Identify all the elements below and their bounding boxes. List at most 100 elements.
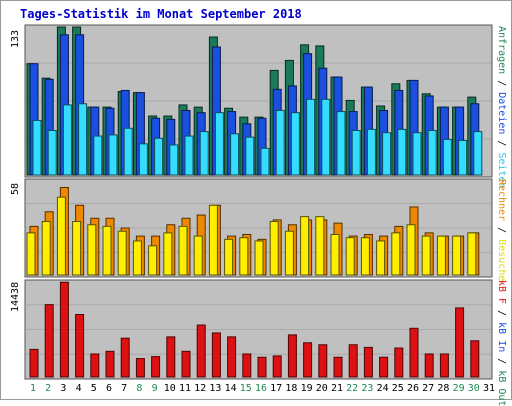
bar-hits-seiten-day-7: [123, 127, 133, 176]
day-label-17: 17: [270, 383, 283, 394]
bar-visits-besuche-day-23: [360, 237, 370, 276]
bar-hits-seiten-day-4: [78, 103, 88, 176]
y-max-label-visits: 58: [10, 182, 21, 195]
bar-visits-besuche-day-1: [26, 232, 36, 276]
bar-hits-seiten-day-10: [169, 144, 179, 176]
bar-kb-kb-f-day-20: [318, 344, 328, 378]
day-label-3: 3: [60, 383, 67, 394]
legend-part: kB In: [496, 322, 507, 353]
day-label-1: 1: [29, 383, 37, 394]
bar-hits-seiten-day-24: [382, 132, 392, 176]
bar-visits-besuche-day-21: [330, 233, 340, 276]
chart-title: Tages-Statistik im Monat September 2018: [20, 7, 302, 21]
day-label-27: 27: [422, 383, 435, 394]
day-label-14: 14: [224, 383, 237, 394]
bar-kb-kb-f-day-12: [196, 324, 206, 378]
bar-visits-besuche-day-8: [132, 240, 142, 276]
day-label-13: 13: [209, 383, 222, 394]
bar-kb-kb-f-day-1: [29, 348, 39, 378]
legend-part: Rechner: [496, 179, 507, 222]
bar-hits-seiten-day-14: [230, 133, 240, 176]
bar-kb-kb-f-day-27: [424, 353, 434, 378]
day-label-26: 26: [406, 383, 420, 394]
bar-hits-seiten-day-22: [351, 129, 361, 176]
bar-kb-kb-f-day-2: [44, 304, 54, 378]
bar-hits-seiten-day-18: [290, 112, 300, 176]
bar-kb-kb-f-day-25: [394, 347, 404, 378]
legend-part: Anfragen: [496, 26, 507, 75]
bar-kb-kb-f-day-29: [455, 307, 465, 378]
day-label-19: 19: [300, 383, 313, 394]
bar-kb-kb-f-day-23: [363, 346, 373, 378]
bar-hits-seiten-day-13: [214, 112, 224, 176]
bar-visits-besuche-day-27: [421, 235, 431, 276]
bar-kb-kb-f-day-13: [211, 332, 221, 378]
legend-part: kB Out: [496, 370, 507, 406]
bar-visits-besuche-day-18: [284, 230, 294, 276]
day-label-29: 29: [452, 383, 465, 394]
bar-hits-seiten-day-19: [306, 98, 316, 176]
bar-hits-seiten-day-2: [47, 129, 57, 176]
bar-kb-kb-f-day-6: [105, 350, 115, 378]
bar-kb-kb-f-day-4: [75, 313, 85, 378]
legend-rechner-besuche: Rechner / Besuche: [496, 179, 507, 281]
legend-anfragen-dateien-seiten: Anfragen / Dateien / Seiten: [496, 26, 507, 189]
bar-visits-besuche-day-5: [87, 224, 97, 276]
bar-visits-besuche-day-13: [208, 204, 218, 276]
bar-kb-kb-f-day-28: [439, 353, 449, 378]
bar-hits-seiten-day-8: [138, 143, 148, 176]
day-label-18: 18: [285, 383, 298, 394]
day-label-4: 4: [75, 383, 82, 394]
bar-visits-besuche-day-9: [148, 245, 158, 276]
bar-kb-kb-f-day-7: [120, 337, 130, 378]
bar-kb-kb-f-day-24: [379, 356, 389, 378]
bar-visits-besuche-day-26: [406, 224, 416, 276]
bar-hits-seiten-day-30: [473, 131, 483, 176]
day-label-10: 10: [163, 383, 176, 394]
legend-part: /: [496, 304, 507, 323]
bar-kb-kb-f-day-5: [90, 353, 100, 378]
bar-hits-seiten-day-16: [260, 147, 270, 176]
bar-kb-kb-f-day-10: [166, 336, 176, 378]
bar-visits-besuche-day-16: [254, 240, 264, 276]
bar-visits-besuche-day-7: [117, 230, 127, 276]
bar-kb-kb-f-day-22: [348, 344, 358, 378]
bar-visits-besuche-day-10: [163, 232, 173, 276]
bar-visits-besuche-day-25: [391, 232, 401, 276]
bar-hits-seiten-day-23: [366, 128, 376, 176]
bar-hits-seiten-day-27: [427, 129, 437, 176]
day-label-7: 7: [121, 383, 128, 394]
y-max-label-hits: 133: [10, 29, 21, 48]
legend-kb-f-in-out: kB F / kB In / kB Out: [496, 280, 507, 406]
bar-visits-besuche-day-4: [72, 221, 82, 276]
bar-hits-seiten-day-17: [275, 109, 285, 176]
bar-hits-seiten-day-21: [336, 111, 346, 176]
bar-kb-kb-f-day-21: [333, 356, 343, 378]
bar-kb-kb-f-day-26: [409, 327, 419, 378]
bar-kb-kb-f-day-16: [257, 356, 267, 378]
y-max-label-kb: 14438: [10, 281, 21, 312]
bar-hits-seiten-day-11: [184, 135, 194, 176]
bar-hits-seiten-day-26: [412, 132, 422, 176]
bar-kb-kb-f-day-15: [242, 353, 252, 378]
legend-part: /: [496, 74, 507, 93]
day-label-2: 2: [45, 383, 52, 394]
bar-visits-besuche-day-24: [376, 240, 386, 276]
bar-visits-besuche-day-29: [452, 235, 462, 276]
bar-visits-besuche-day-2: [41, 221, 51, 276]
day-label-25: 25: [391, 383, 404, 394]
day-label-15: 15: [239, 383, 252, 394]
bar-visits-besuche-day-20: [315, 216, 325, 276]
day-label-21: 21: [330, 383, 344, 394]
bar-kb-kb-f-day-11: [181, 350, 191, 378]
legend-part: /: [496, 221, 507, 240]
day-label-24: 24: [376, 383, 389, 394]
legend-part: Besuche: [496, 239, 507, 282]
day-label-8: 8: [136, 383, 143, 394]
day-label-31: 31: [482, 383, 496, 394]
bar-hits-seiten-day-29: [458, 140, 468, 176]
bar-kb-kb-f-day-17: [272, 355, 282, 378]
bar-kb-kb-f-day-14: [227, 336, 237, 378]
